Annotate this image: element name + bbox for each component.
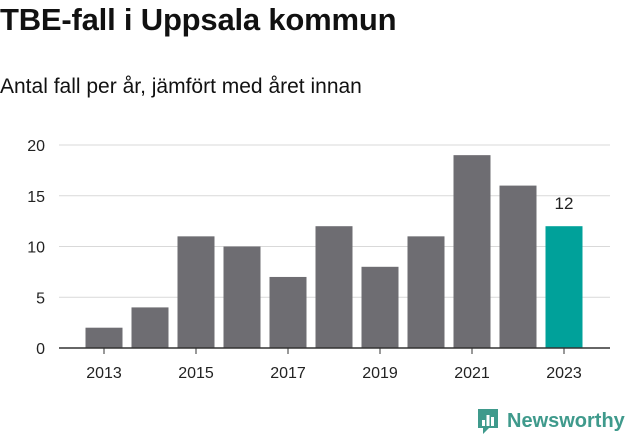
x-tick-label-2015: 2015	[178, 365, 214, 382]
bar-2017	[269, 276, 307, 348]
newsworthy-brand: Newsworthy	[476, 407, 625, 435]
x-tick-label-2013: 2013	[86, 365, 122, 382]
y-tick-label-10: 10	[27, 240, 45, 257]
x-tick-label-2017: 2017	[270, 365, 306, 382]
bar-2019	[361, 266, 399, 348]
x-tick-label-2023: 2023	[546, 365, 582, 382]
bar-2021	[453, 155, 491, 348]
bar-2018	[315, 226, 353, 348]
bar-2020	[407, 236, 445, 348]
y-tick-label-5: 5	[36, 290, 45, 307]
brand-name: Newsworthy	[507, 409, 625, 432]
x-tick-label-2021: 2021	[454, 365, 490, 382]
bar-2023	[545, 226, 583, 348]
bar-chart: 0 5 10 15 20 2013 2015 2017 2019 2021 2023 12	[27, 138, 610, 382]
bar-2013	[85, 327, 123, 348]
newsworthy-logo-icon	[478, 409, 498, 434]
bar-2014	[131, 307, 169, 348]
y-tick-label-20: 20	[27, 138, 45, 155]
bar-2015	[177, 236, 215, 348]
y-tick-label-15: 15	[27, 189, 45, 206]
data-label-2023: 12	[555, 194, 574, 213]
y-tick-label-0: 0	[36, 341, 45, 358]
chart-title: TBE-fall i Uppsala kommun	[0, 2, 397, 37]
bar-2016	[223, 246, 261, 348]
bar-2022	[499, 185, 537, 348]
chart-subtitle: Antal fall per år, jämfört med året inna…	[0, 75, 362, 98]
x-tick-label-2019: 2019	[362, 365, 398, 382]
